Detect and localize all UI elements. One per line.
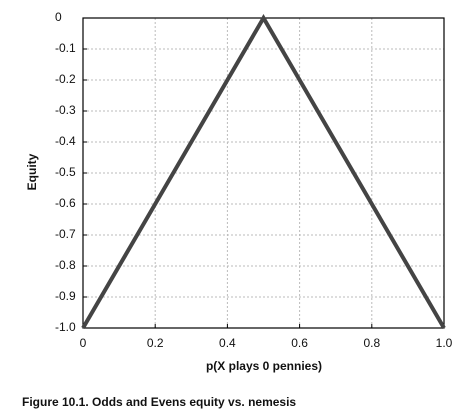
y-tick-label: -0.5 — [55, 165, 76, 179]
y-tick-label: -1.0 — [55, 320, 76, 334]
x-tick-label: 1.0 — [436, 336, 453, 350]
y-tick-label: 0 — [55, 10, 62, 24]
chart-title: Figure 10.1. Odds and Evens equity vs. n… — [22, 395, 296, 409]
data-line — [81, 14, 446, 330]
y-tick-label: -0.9 — [55, 289, 76, 303]
y-tick-label: -0.4 — [55, 134, 76, 148]
x-tick-label: 0.4 — [219, 336, 236, 350]
y-tick-label: -0.8 — [55, 258, 76, 272]
y-tick-label: -0.1 — [55, 41, 76, 55]
x-tick-label: 0.8 — [363, 336, 380, 350]
y-tick-label: -0.6 — [55, 196, 76, 210]
y-tick-label: -0.3 — [55, 103, 76, 117]
y-axis-label: Equity — [25, 153, 39, 190]
x-tick-label: 0 — [80, 336, 87, 350]
x-axis-label: p(X plays 0 pennies) — [206, 359, 322, 373]
y-tick-label: -0.2 — [55, 72, 76, 86]
x-tick-label: 0.6 — [291, 336, 308, 350]
x-tick-label: 0.2 — [147, 336, 164, 350]
y-tick-label: -0.7 — [55, 227, 76, 241]
